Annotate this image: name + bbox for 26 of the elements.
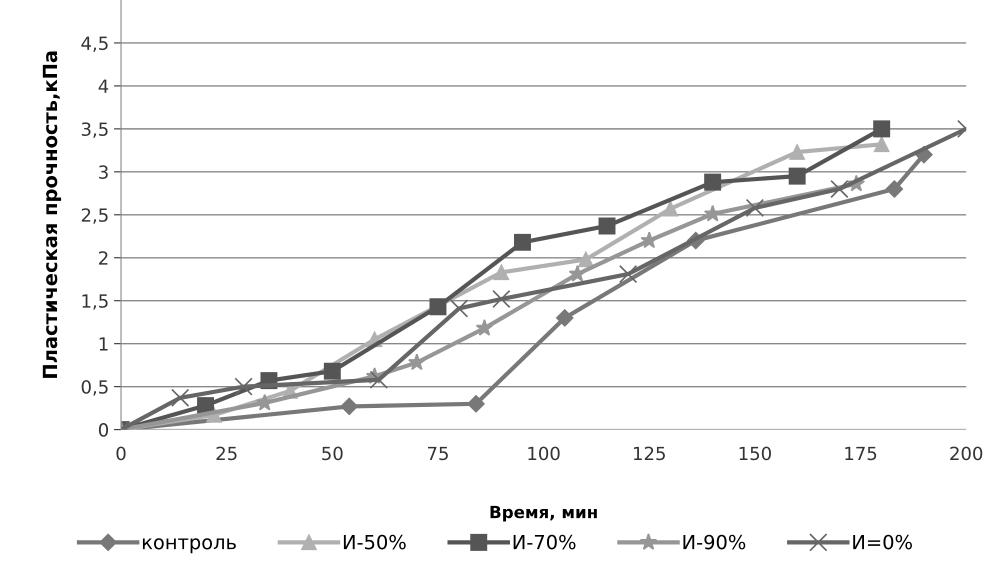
x-tick-label: 175 xyxy=(845,446,876,460)
y-tick-label: 3,5 xyxy=(82,122,108,138)
x-tick-label: 200 xyxy=(950,446,982,460)
x-tick-label: 25 xyxy=(216,446,237,460)
x-tick-label: 100 xyxy=(528,446,560,460)
legend-label: И-70% xyxy=(514,534,576,550)
x-tick-label: 125 xyxy=(634,446,665,460)
y-tick-label: 4,5 xyxy=(81,36,108,52)
legend-label: И=0% xyxy=(853,534,912,550)
legend-label: контроль xyxy=(142,538,236,554)
y-tick-label: 2 xyxy=(99,251,108,265)
legend-label: И-90% xyxy=(683,534,746,550)
y-tick-label: 0 xyxy=(98,423,108,437)
x-tick-label: 0 xyxy=(116,446,126,460)
x-tick-label: 50 xyxy=(322,446,343,460)
x-tick-label: 75 xyxy=(428,446,448,460)
y-axis-title: Пластическая прочность,кПа xyxy=(42,52,62,378)
y-tick-label: 1,5 xyxy=(82,294,108,310)
y-tick-label: 1 xyxy=(100,337,108,351)
x-tick-label: 150 xyxy=(740,446,771,460)
x-axis-title: Время, мин xyxy=(490,506,597,522)
y-tick-label: 0,5 xyxy=(82,380,108,396)
y-tick-label: 3 xyxy=(99,165,108,179)
y-tick-label: 2,5 xyxy=(82,208,108,224)
y-tick-label: 4 xyxy=(98,80,108,93)
legend-label: И-50% xyxy=(344,534,406,550)
